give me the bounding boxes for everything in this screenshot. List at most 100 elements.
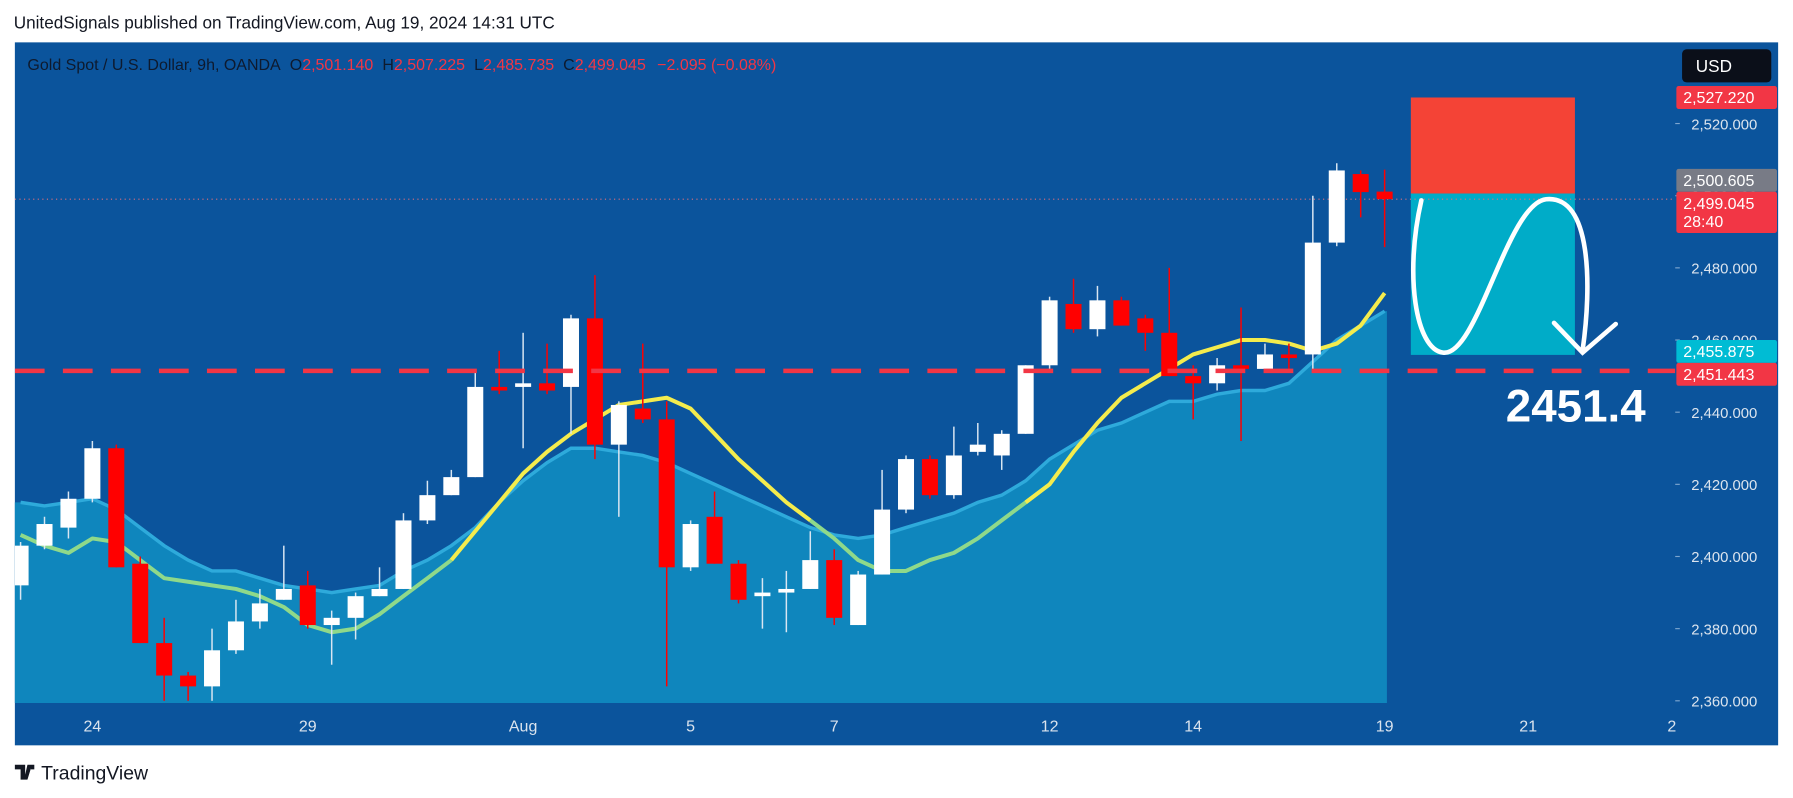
candle-body: [993, 433, 1010, 456]
logo-mark: [14, 764, 35, 780]
candle-body: [371, 588, 388, 597]
moving-average: [1024, 291, 1387, 504]
moving-average: [449, 395, 812, 562]
x-tick-label: 5: [686, 719, 695, 736]
candle-body: [251, 603, 268, 622]
candle-body: [874, 509, 891, 575]
candle-body: [84, 448, 101, 499]
candle-body: [323, 617, 340, 626]
candle-body: [515, 383, 532, 387]
candle-body: [132, 563, 149, 644]
candle-body: [945, 455, 962, 496]
legend-value: 2,501.140: [302, 57, 373, 74]
candle-body: [1185, 376, 1202, 384]
candle-body: [1089, 300, 1106, 330]
candle-body: [539, 383, 556, 391]
candle-body: [1065, 303, 1082, 330]
price-tag-label: 2,500.605: [1683, 173, 1754, 190]
annotation: 2451.4: [1506, 380, 1646, 431]
candle-body: [1113, 300, 1130, 326]
price-tag: [1676, 168, 1777, 192]
candle-body: [730, 563, 747, 600]
candle-body: [898, 459, 915, 510]
candle-body: [347, 596, 364, 618]
candle-body: [395, 520, 412, 589]
candle-body: [778, 588, 795, 593]
candle-body: [180, 675, 197, 687]
legend-key: H: [382, 57, 394, 74]
drawn-arrow: [1411, 196, 1590, 355]
x-tick-label: Aug: [509, 719, 537, 736]
candle-body: [1041, 300, 1058, 366]
y-tick-label: 2,520.000: [1691, 117, 1757, 133]
candle-body: [1304, 242, 1321, 355]
candle-body: [802, 560, 819, 589]
area-line: [20, 309, 1386, 595]
moving-average: [19, 533, 453, 635]
candle-body: [36, 524, 53, 546]
y-tick-label: 2,420.000: [1691, 478, 1757, 494]
candle-body: [108, 448, 125, 568]
legend-symbol: Gold Spot / U.S. Dollar, 9h, OANDA: [27, 57, 281, 74]
plot-area: [14, 97, 1676, 703]
candle-body: [443, 477, 460, 496]
legend-key: O: [290, 57, 302, 74]
candle-body: [586, 318, 603, 445]
candle-body: [156, 643, 173, 676]
x-tick-label: 29: [299, 719, 317, 736]
candle-body: [299, 585, 316, 626]
x-tick-label: 2: [1667, 719, 1676, 736]
price-tag: [1676, 191, 1777, 233]
candle-body: [1256, 354, 1273, 369]
stop-zone: [1410, 97, 1575, 194]
candle-body: [275, 588, 292, 600]
candle-body: [658, 419, 675, 568]
x-tick-label: 14: [1184, 719, 1202, 736]
candle-body: [1233, 365, 1250, 369]
legend-key: C: [563, 57, 575, 74]
legend-value: 2,485.735: [483, 57, 554, 74]
currency-label[interactable]: USD: [1696, 56, 1732, 76]
candle-body: [1328, 170, 1345, 243]
candle-body: [562, 318, 579, 387]
candle-body: [1161, 332, 1178, 377]
candle-body: [921, 459, 938, 496]
candle-body: [419, 495, 436, 521]
candle-body: [491, 386, 508, 391]
footer-brand: TradingView: [41, 763, 149, 785]
x-tick-label: 24: [83, 719, 101, 736]
legend: Gold Spot / U.S. Dollar, 9h, OANDA O2,50…: [27, 57, 776, 74]
candle-body: [826, 560, 843, 618]
candle-body: [754, 592, 771, 597]
x-tick-label: 7: [830, 719, 839, 736]
legend-key: L: [474, 57, 483, 74]
x-tick-label: 19: [1376, 719, 1394, 736]
price-tag-label: 2,527.220: [1683, 90, 1754, 107]
candle-body: [467, 386, 484, 478]
drawn-arrowhead: [1551, 320, 1619, 356]
y-tick-label: 2,360.000: [1691, 695, 1757, 711]
candle-body: [706, 516, 723, 564]
candle-body: [1352, 174, 1369, 193]
price-tag-countdown: 28:40: [1683, 214, 1723, 231]
price-tag-label: 2,455.875: [1683, 344, 1754, 361]
currency-button[interactable]: [1682, 49, 1772, 83]
candle-body: [1280, 354, 1297, 359]
price-tag: [1676, 86, 1777, 109]
candle-body: [634, 408, 651, 420]
candle-body: [682, 524, 699, 568]
moving-average: [809, 482, 1051, 573]
x-tick-label: 12: [1041, 719, 1059, 736]
candle-body: [1017, 365, 1034, 434]
x-tick-label: 21: [1519, 719, 1537, 736]
candle-body: [1209, 365, 1226, 384]
candle-body: [14, 545, 29, 586]
legend-change: −2.095 (−0.08%): [657, 57, 776, 74]
header-title: UnitedSignals published on TradingView.c…: [14, 13, 555, 33]
candle-body: [610, 404, 627, 445]
y-tick-label: 2,380.000: [1691, 622, 1757, 638]
tradingview-logo: [14, 764, 35, 780]
price-tag: [1676, 339, 1777, 363]
